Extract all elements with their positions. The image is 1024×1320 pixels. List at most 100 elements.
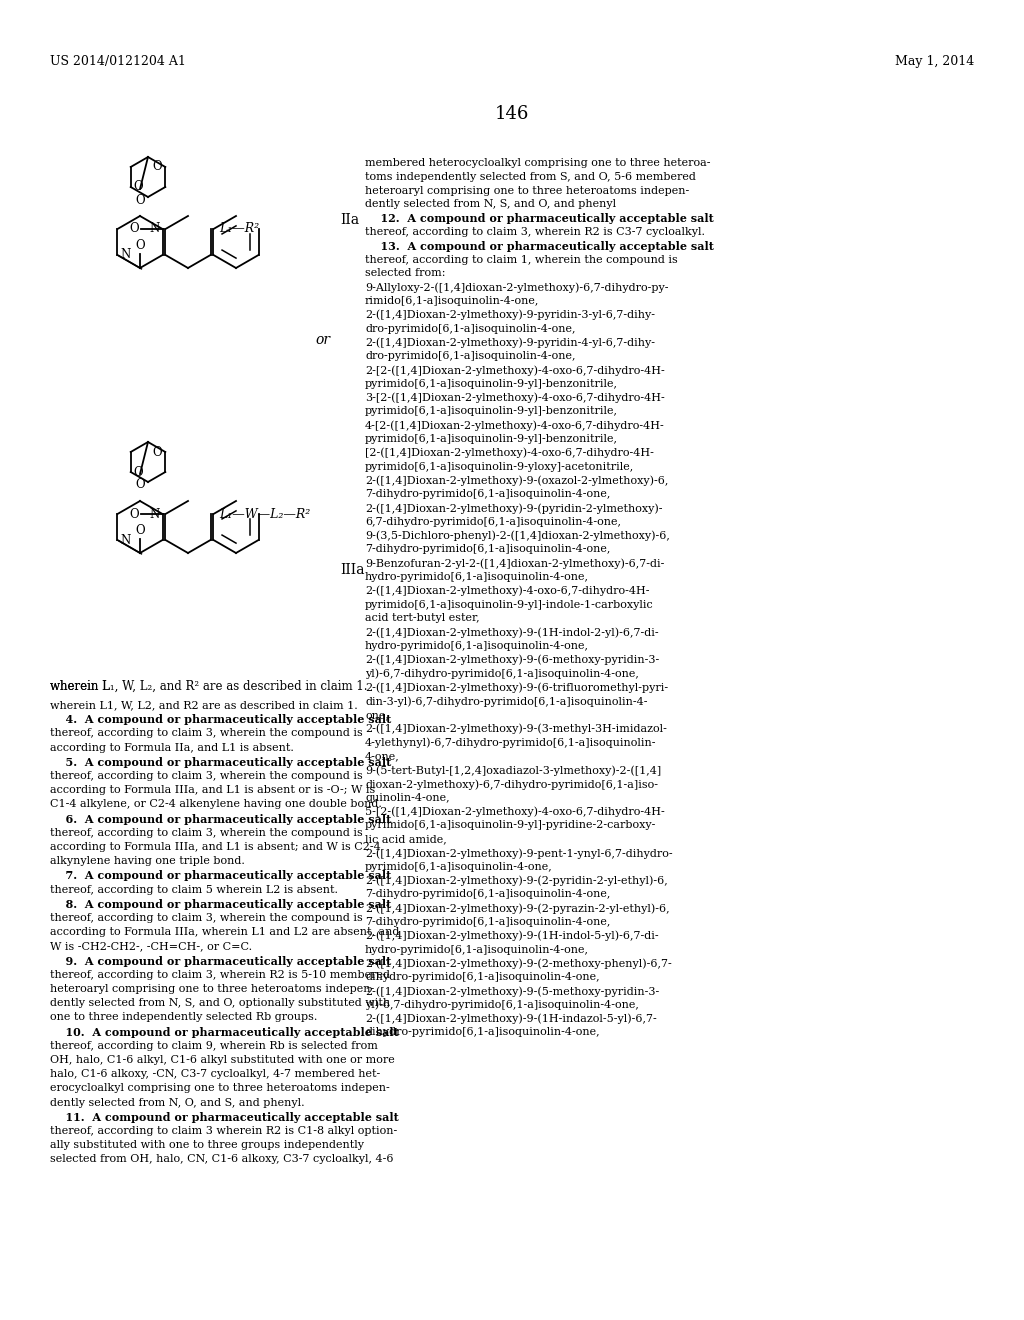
- Text: 9.  A compound or pharmaceutically acceptable salt: 9. A compound or pharmaceutically accept…: [50, 956, 391, 966]
- Text: O: O: [135, 239, 144, 252]
- Text: W is -CH2-CH2-, -CH=CH-, or C=C.: W is -CH2-CH2-, -CH=CH-, or C=C.: [50, 941, 252, 952]
- Text: 9-(5-tert-Butyl-[1,2,4]oxadiazol-3-ylmethoxy)-2-([1,4]: 9-(5-tert-Butyl-[1,2,4]oxadiazol-3-ylmet…: [365, 766, 662, 776]
- Text: O: O: [153, 446, 163, 458]
- Text: May 1, 2014: May 1, 2014: [895, 55, 974, 69]
- Text: hydro-pyrimido[6,1-a]isoquinolin-4-one,: hydro-pyrimido[6,1-a]isoquinolin-4-one,: [365, 945, 589, 954]
- Text: O: O: [129, 223, 138, 235]
- Text: O: O: [129, 507, 138, 520]
- Text: dently selected from N, S, and O, optionally substituted with: dently selected from N, S, and O, option…: [50, 998, 390, 1008]
- Text: 12.  A compound or pharmaceutically acceptable salt: 12. A compound or pharmaceutically accep…: [365, 214, 714, 224]
- Text: 5.  A compound or pharmaceutically acceptable salt: 5. A compound or pharmaceutically accept…: [50, 756, 391, 768]
- Text: thereof, according to claim 1, wherein the compound is: thereof, according to claim 1, wherein t…: [365, 255, 678, 264]
- Text: 2-([1,4]Dioxan-2-ylmethoxy)-9-(6-methoxy-pyridin-3-: 2-([1,4]Dioxan-2-ylmethoxy)-9-(6-methoxy…: [365, 655, 659, 665]
- Text: 2-([1,4]Dioxan-2-ylmethoxy)-9-(5-methoxy-pyridin-3-: 2-([1,4]Dioxan-2-ylmethoxy)-9-(5-methoxy…: [365, 986, 659, 997]
- Text: selected from OH, halo, CN, C1-6 alkoxy, C3-7 cycloalkyl, 4-6: selected from OH, halo, CN, C1-6 alkoxy,…: [50, 1155, 393, 1164]
- Text: N: N: [121, 533, 131, 546]
- Text: 2-[2-([1,4]Dioxan-2-ylmethoxy)-4-oxo-6,7-dihydro-4H-: 2-[2-([1,4]Dioxan-2-ylmethoxy)-4-oxo-6,7…: [365, 366, 665, 376]
- Text: 7.  A compound or pharmaceutically acceptable salt: 7. A compound or pharmaceutically accept…: [50, 870, 391, 882]
- Text: thereof, according to claim 3, wherein the compound is: thereof, according to claim 3, wherein t…: [50, 729, 362, 738]
- Text: erocycloalkyl comprising one to three heteroatoms indepen-: erocycloalkyl comprising one to three he…: [50, 1084, 390, 1093]
- Text: 2-([1,4]Dioxan-2-ylmethoxy)-9-(2-pyridin-2-yl-ethyl)-6,: 2-([1,4]Dioxan-2-ylmethoxy)-9-(2-pyridin…: [365, 875, 668, 886]
- Text: 2-([1,4]Dioxan-2-ylmethoxy)-9-pyridin-4-yl-6,7-dihy-: 2-([1,4]Dioxan-2-ylmethoxy)-9-pyridin-4-…: [365, 338, 655, 348]
- Text: one,: one,: [365, 710, 389, 719]
- Text: 9-Benzofuran-2-yl-2-([1,4]dioxan-2-ylmethoxy)-6,7-di-: 9-Benzofuran-2-yl-2-([1,4]dioxan-2-ylmet…: [365, 558, 665, 569]
- Text: O: O: [135, 524, 144, 537]
- Text: dro-pyrimido[6,1-a]isoquinolin-4-one,: dro-pyrimido[6,1-a]isoquinolin-4-one,: [365, 323, 575, 334]
- Text: heteroaryl comprising one to three heteroatoms indepen-: heteroaryl comprising one to three heter…: [365, 186, 689, 195]
- Text: according to Formula IIIa, and L1 is absent; and W is C2-4: according to Formula IIIa, and L1 is abs…: [50, 842, 381, 851]
- Text: according to Formula IIIa, and L1 is absent or is -O-; W is: according to Formula IIIa, and L1 is abs…: [50, 785, 375, 795]
- Text: yl)-6,7-dihydro-pyrimido[6,1-a]isoquinolin-4-one,: yl)-6,7-dihydro-pyrimido[6,1-a]isoquinol…: [365, 669, 639, 680]
- Text: 4-ylethynyl)-6,7-dihydro-pyrimido[6,1-a]isoquinolin-: 4-ylethynyl)-6,7-dihydro-pyrimido[6,1-a]…: [365, 738, 656, 748]
- Text: [2-([1,4]Dioxan-2-ylmethoxy)-4-oxo-6,7-dihydro-4H-: [2-([1,4]Dioxan-2-ylmethoxy)-4-oxo-6,7-d…: [365, 447, 654, 458]
- Text: thereof, according to claim 3, wherein R2 is 5-10 membered: thereof, according to claim 3, wherein R…: [50, 970, 390, 979]
- Text: dioxan-2-ylmethoxy)-6,7-dihydro-pyrimido[6,1-a]iso-: dioxan-2-ylmethoxy)-6,7-dihydro-pyrimido…: [365, 779, 658, 789]
- Text: dently selected from N, S, and O, and phenyl: dently selected from N, S, and O, and ph…: [365, 199, 616, 210]
- Text: O: O: [134, 466, 143, 479]
- Text: 6,7-dihydro-pyrimido[6,1-a]isoquinolin-4-one,: 6,7-dihydro-pyrimido[6,1-a]isoquinolin-4…: [365, 517, 621, 527]
- Text: 11.  A compound or pharmaceutically acceptable salt: 11. A compound or pharmaceutically accep…: [50, 1111, 398, 1123]
- Text: thereof, according to claim 5 wherein L2 is absent.: thereof, according to claim 5 wherein L2…: [50, 884, 338, 895]
- Text: according to Formula IIa, and L1 is absent.: according to Formula IIa, and L1 is abse…: [50, 743, 294, 752]
- Text: thereof, according to claim 9, wherein Rb is selected from: thereof, according to claim 9, wherein R…: [50, 1040, 378, 1051]
- Text: C1-4 alkylene, or C2-4 alkenylene having one double bond.: C1-4 alkylene, or C2-4 alkenylene having…: [50, 800, 382, 809]
- Text: pyrimido[6,1-a]isoquinolin-9-yl]-benzonitrile,: pyrimido[6,1-a]isoquinolin-9-yl]-benzoni…: [365, 407, 618, 416]
- Text: 2-([1,4]Dioxan-2-ylmethoxy)-9-pyridin-3-yl-6,7-dihy-: 2-([1,4]Dioxan-2-ylmethoxy)-9-pyridin-3-…: [365, 310, 655, 321]
- Text: 5-[2-([1,4]Dioxan-2-ylmethoxy)-4-oxo-6,7-dihydro-4H-: 5-[2-([1,4]Dioxan-2-ylmethoxy)-4-oxo-6,7…: [365, 807, 665, 817]
- Text: 10.  A compound or pharmaceutically acceptable salt: 10. A compound or pharmaceutically accep…: [50, 1027, 398, 1038]
- Text: N: N: [150, 507, 160, 520]
- Text: 2-([1,4]Dioxan-2-ylmethoxy)-9-(2-pyrazin-2-yl-ethyl)-6,: 2-([1,4]Dioxan-2-ylmethoxy)-9-(2-pyrazin…: [365, 903, 670, 913]
- Text: wherein L1, W, L2, and R2 are as described in claim 1.: wherein L1, W, L2, and R2 are as describ…: [50, 700, 357, 710]
- Text: pyrimido[6,1-a]isoquinolin-9-yl]-benzonitrile,: pyrimido[6,1-a]isoquinolin-9-yl]-benzoni…: [365, 379, 618, 389]
- Text: N: N: [121, 248, 131, 261]
- Text: 2-([1,4]Dioxan-2-ylmethoxy)-9-pent-1-ynyl-6,7-dihydro-: 2-([1,4]Dioxan-2-ylmethoxy)-9-pent-1-yny…: [365, 847, 673, 858]
- Text: membered heterocycloalkyl comprising one to three heteroa-: membered heterocycloalkyl comprising one…: [365, 158, 711, 168]
- Text: L₁—R²: L₁—R²: [219, 223, 260, 235]
- Text: acid tert-butyl ester,: acid tert-butyl ester,: [365, 614, 479, 623]
- Text: 7-dihydro-pyrimido[6,1-a]isoquinolin-4-one,: 7-dihydro-pyrimido[6,1-a]isoquinolin-4-o…: [365, 890, 610, 899]
- Text: 7-dihydro-pyrimido[6,1-a]isoquinolin-4-one,: 7-dihydro-pyrimido[6,1-a]isoquinolin-4-o…: [365, 917, 610, 927]
- Text: ally substituted with one to three groups independently: ally substituted with one to three group…: [50, 1140, 364, 1150]
- Text: wherein L₁, W, L₂, and R² are as described in claim 1.: wherein L₁, W, L₂, and R² are as describ…: [50, 680, 368, 693]
- Text: quinolin-4-one,: quinolin-4-one,: [365, 793, 450, 803]
- Text: O: O: [134, 181, 143, 194]
- Text: alkynylene having one triple bond.: alkynylene having one triple bond.: [50, 857, 245, 866]
- Text: 2-([1,4]Dioxan-2-ylmethoxy)-9-(6-trifluoromethyl-pyri-: 2-([1,4]Dioxan-2-ylmethoxy)-9-(6-trifluo…: [365, 682, 668, 693]
- Text: pyrimido[6,1-a]isoquinolin-9-yloxy]-acetonitrile,: pyrimido[6,1-a]isoquinolin-9-yloxy]-acet…: [365, 462, 634, 471]
- Text: pyrimido[6,1-a]isoquinolin-9-yl]-benzonitrile,: pyrimido[6,1-a]isoquinolin-9-yl]-benzoni…: [365, 434, 618, 444]
- Text: hydro-pyrimido[6,1-a]isoquinolin-4-one,: hydro-pyrimido[6,1-a]isoquinolin-4-one,: [365, 642, 589, 651]
- Text: IIIa: IIIa: [340, 564, 365, 577]
- Text: OH, halo, C1-6 alkyl, C1-6 alkyl substituted with one or more: OH, halo, C1-6 alkyl, C1-6 alkyl substit…: [50, 1055, 394, 1065]
- Text: hydro-pyrimido[6,1-a]isoquinolin-4-one,: hydro-pyrimido[6,1-a]isoquinolin-4-one,: [365, 572, 589, 582]
- Text: O: O: [135, 194, 144, 206]
- Text: 2-([1,4]Dioxan-2-ylmethoxy)-4-oxo-6,7-dihydro-4H-: 2-([1,4]Dioxan-2-ylmethoxy)-4-oxo-6,7-di…: [365, 586, 649, 597]
- Text: 13.  A compound or pharmaceutically acceptable salt: 13. A compound or pharmaceutically accep…: [365, 240, 714, 252]
- Text: 2-([1,4]Dioxan-2-ylmethoxy)-9-(1H-indol-2-yl)-6,7-di-: 2-([1,4]Dioxan-2-ylmethoxy)-9-(1H-indol-…: [365, 627, 658, 638]
- Text: 2-([1,4]Dioxan-2-ylmethoxy)-9-(1H-indazol-5-yl)-6,7-: 2-([1,4]Dioxan-2-ylmethoxy)-9-(1H-indazo…: [365, 1014, 656, 1024]
- Text: 146: 146: [495, 106, 529, 123]
- Text: din-3-yl)-6,7-dihydro-pyrimido[6,1-a]isoquinolin-4-: din-3-yl)-6,7-dihydro-pyrimido[6,1-a]iso…: [365, 696, 647, 706]
- Text: US 2014/0121204 A1: US 2014/0121204 A1: [50, 55, 186, 69]
- Text: 4-one,: 4-one,: [365, 751, 399, 762]
- Text: one to three independently selected Rb groups.: one to three independently selected Rb g…: [50, 1012, 317, 1023]
- Text: halo, C1-6 alkoxy, -CN, C3-7 cycloalkyl, 4-7 membered het-: halo, C1-6 alkoxy, -CN, C3-7 cycloalkyl,…: [50, 1069, 380, 1080]
- Text: pyrimido[6,1-a]isoquinolin-9-yl]-indole-1-carboxylic: pyrimido[6,1-a]isoquinolin-9-yl]-indole-…: [365, 599, 653, 610]
- Text: O: O: [135, 479, 144, 491]
- Text: or: or: [315, 333, 330, 347]
- Text: thereof, according to claim 3, wherein the compound is: thereof, according to claim 3, wherein t…: [50, 828, 362, 838]
- Text: pyrimido[6,1-a]isoquinolin-9-yl]-pyridine-2-carboxy-: pyrimido[6,1-a]isoquinolin-9-yl]-pyridin…: [365, 821, 656, 830]
- Text: 9-(3,5-Dichloro-phenyl)-2-([1,4]dioxan-2-ylmethoxy)-6,: 9-(3,5-Dichloro-phenyl)-2-([1,4]dioxan-2…: [365, 531, 670, 541]
- Text: 2-([1,4]Dioxan-2-ylmethoxy)-9-(2-methoxy-phenyl)-6,7-: 2-([1,4]Dioxan-2-ylmethoxy)-9-(2-methoxy…: [365, 958, 672, 969]
- Text: dently selected from N, O, and S, and phenyl.: dently selected from N, O, and S, and ph…: [50, 1098, 304, 1107]
- Text: heteroaryl comprising one to three heteroatoms indepen-: heteroaryl comprising one to three heter…: [50, 983, 374, 994]
- Text: dihydro-pyrimido[6,1-a]isoquinolin-4-one,: dihydro-pyrimido[6,1-a]isoquinolin-4-one…: [365, 973, 600, 982]
- Text: IIa: IIa: [340, 213, 359, 227]
- Text: dro-pyrimido[6,1-a]isoquinolin-4-one,: dro-pyrimido[6,1-a]isoquinolin-4-one,: [365, 351, 575, 362]
- Text: toms independently selected from S, and O, 5-6 membered: toms independently selected from S, and …: [365, 172, 696, 182]
- Text: thereof, according to claim 3, wherein the compound is: thereof, according to claim 3, wherein t…: [50, 771, 362, 781]
- Text: dihydro-pyrimido[6,1-a]isoquinolin-4-one,: dihydro-pyrimido[6,1-a]isoquinolin-4-one…: [365, 1027, 600, 1038]
- Text: 2-([1,4]Dioxan-2-ylmethoxy)-9-(1H-indol-5-yl)-6,7-di-: 2-([1,4]Dioxan-2-ylmethoxy)-9-(1H-indol-…: [365, 931, 658, 941]
- Text: 7-dihydro-pyrimido[6,1-a]isoquinolin-4-one,: 7-dihydro-pyrimido[6,1-a]isoquinolin-4-o…: [365, 490, 610, 499]
- Text: 3-[2-([1,4]Dioxan-2-ylmethoxy)-4-oxo-6,7-dihydro-4H-: 3-[2-([1,4]Dioxan-2-ylmethoxy)-4-oxo-6,7…: [365, 392, 665, 403]
- Text: pyrimido[6,1-a]isoquinolin-4-one,: pyrimido[6,1-a]isoquinolin-4-one,: [365, 862, 553, 871]
